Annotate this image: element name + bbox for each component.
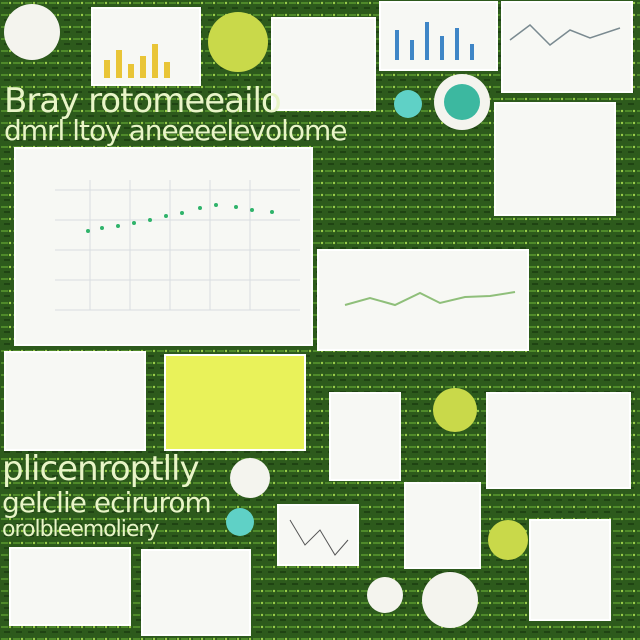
grid xyxy=(55,180,300,311)
line xyxy=(289,519,349,556)
headline: gelclie ecirurom xyxy=(2,486,211,519)
line xyxy=(344,291,516,307)
headline: dmrl ltoy aneeeelevolome xyxy=(4,114,347,147)
bar-panel xyxy=(379,1,498,71)
line xyxy=(509,24,621,46)
map-panel xyxy=(271,17,376,111)
text-panel xyxy=(486,392,631,489)
badge xyxy=(488,520,528,560)
line-panel xyxy=(501,1,633,93)
chart-panel xyxy=(529,519,611,621)
headline: plicenroptlly xyxy=(2,449,199,489)
badge xyxy=(433,388,477,432)
headline: orolbleemoliery xyxy=(2,517,159,542)
text-panel xyxy=(404,482,481,569)
badge xyxy=(4,4,60,60)
bars xyxy=(104,44,170,78)
headline: Bray rotomeeailo xyxy=(4,81,281,121)
diagram-panel xyxy=(494,102,616,216)
scatter-panel xyxy=(14,147,313,346)
note-panel xyxy=(164,354,306,451)
badge xyxy=(230,458,270,498)
badge xyxy=(394,90,422,118)
text-panel xyxy=(329,392,401,481)
badge xyxy=(226,508,254,536)
badge xyxy=(422,572,478,628)
points xyxy=(86,203,274,233)
bars xyxy=(395,22,474,60)
badge xyxy=(367,577,403,613)
chart-panel xyxy=(9,547,131,626)
chart-panel xyxy=(141,549,251,636)
line-panel xyxy=(317,249,529,351)
badge xyxy=(208,12,268,72)
line-panel xyxy=(277,504,359,566)
badge xyxy=(444,84,480,120)
chart-panel xyxy=(4,351,146,451)
